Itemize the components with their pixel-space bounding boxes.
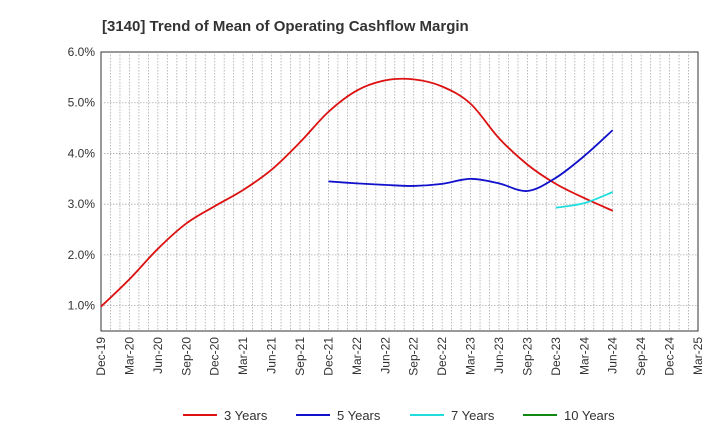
x-axis-tick-labels: Dec-19 Mar-20 Jun-20 Sep-20 Dec-20 Mar-21 Jun-… (94, 337, 705, 376)
y-tick-label: 6.0% (68, 45, 96, 59)
legend-label: 10 Years (564, 408, 615, 423)
x-tick-label: Jun-20 (151, 337, 165, 374)
x-tick-label: Jun-23 (492, 337, 506, 374)
x-tick-label: Mar-21 (236, 337, 250, 375)
legend: 3 Years 5 Years 7 Years 10 Years (183, 408, 615, 423)
x-tick-label: Jun-24 (606, 337, 620, 374)
x-tick-label: Sep-21 (293, 337, 307, 376)
x-tick-label: Sep-20 (179, 337, 193, 376)
x-tick-label: Mar-24 (577, 337, 591, 375)
x-tick-label: Dec-20 (208, 337, 222, 376)
vertical-gridlines (110, 52, 689, 331)
legend-label: 5 Years (337, 408, 381, 423)
x-tick-label: Dec-22 (435, 337, 449, 376)
series-lines (100, 77, 614, 308)
y-tick-label: 3.0% (68, 197, 96, 211)
y-tick-label: 5.0% (68, 96, 96, 110)
series-line-3-years (100, 77, 614, 308)
x-tick-label: Mar-25 (691, 337, 705, 375)
series-line-7-years (555, 191, 614, 209)
x-tick-label: Mar-22 (350, 337, 364, 375)
x-tick-label: Mar-23 (464, 337, 478, 375)
y-tick-label: 2.0% (68, 248, 96, 262)
chart-title: [3140] Trend of Mean of Operating Cashfl… (102, 18, 469, 35)
legend-label: 7 Years (451, 408, 495, 423)
legend-label: 3 Years (224, 408, 268, 423)
x-tick-label: Dec-24 (663, 337, 677, 376)
y-tick-label: 4.0% (68, 146, 96, 160)
x-tick-label: Dec-21 (321, 337, 335, 376)
y-tick-label: 1.0% (68, 299, 96, 313)
x-tick-label: Jun-22 (378, 337, 392, 374)
x-tick-label: Sep-22 (407, 337, 421, 376)
x-tick-label: Sep-24 (634, 337, 648, 376)
x-tick-label: Jun-21 (265, 337, 279, 374)
x-tick-label: Dec-19 (94, 337, 108, 376)
series-line-5-years (328, 129, 614, 192)
x-tick-label: Mar-20 (122, 337, 136, 375)
y-axis-tick-labels: 1.0% 2.0% 3.0% 4.0% 5.0% 6.0% (68, 45, 96, 313)
x-tick-label: Dec-23 (549, 337, 563, 376)
horizontal-gridlines (101, 102, 698, 307)
plot-area (100, 51, 699, 332)
x-tick-label: Sep-23 (520, 337, 534, 376)
